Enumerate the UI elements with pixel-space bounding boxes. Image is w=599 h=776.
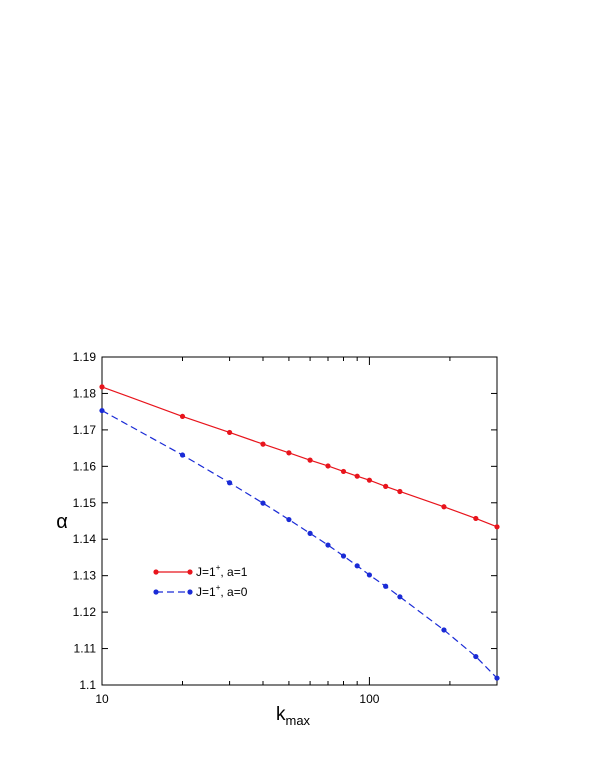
series-1-point [383, 483, 389, 489]
y-tick-label: 1.13 [73, 569, 97, 583]
series-1-point [397, 488, 403, 495]
series-2-point [441, 627, 447, 633]
x-axis: 10 100 [95, 357, 498, 706]
series-1-point [286, 450, 292, 456]
series-1-point [226, 429, 233, 436]
series-line-1 [101, 386, 498, 528]
series-2-point [473, 653, 479, 660]
y-tick-label: 1.17 [73, 423, 97, 437]
x-axis-title: kmax [276, 704, 311, 728]
series-1-point [494, 524, 500, 530]
series-1-point [441, 504, 447, 510]
y-axis: 1.1 1.11 1.12 1.13 1.14 1.15 1.16 1.17 1.18 1.19 [73, 350, 497, 692]
series-1-point [473, 515, 479, 522]
y-tick-label: 1.18 [73, 386, 97, 400]
series-1-point [307, 457, 313, 463]
series-2-point [366, 572, 373, 578]
series-2-point [494, 675, 500, 681]
x-tick-label: 100 [359, 692, 379, 706]
y-tick-label: 1.15 [73, 496, 97, 510]
y-axis-title: α [56, 511, 68, 533]
legend: J=1+, a=1 J=1+, a=0 [153, 563, 248, 599]
series-1-point [99, 384, 105, 390]
series-2-point [397, 594, 403, 600]
series-2-point [383, 583, 389, 589]
series-layer [99, 384, 500, 681]
legend-marker-2b [187, 589, 193, 595]
series-2-point [354, 563, 360, 569]
x-axis-title-main: k [276, 704, 286, 725]
series-1-point [325, 463, 331, 469]
x-axis-title-sub: max [286, 713, 311, 728]
y-tick-label: 1.1 [79, 678, 96, 692]
series-2-point [260, 500, 266, 506]
y-tick-label: 1.12 [73, 605, 97, 619]
legend-label-1: J=1+, a=1 [196, 563, 248, 579]
series-1-point [179, 413, 186, 420]
legend-marker-2a [153, 589, 159, 595]
legend-entry-2: J=1+, a=0 [153, 583, 248, 599]
plot-frame [101, 356, 498, 686]
series-2-point [179, 452, 186, 458]
legend-entry-1: J=1+, a=1 [153, 563, 248, 579]
series-1-point [366, 477, 373, 483]
y-tick-label: 1.14 [73, 532, 97, 546]
legend-marker-1b [187, 569, 193, 575]
y-tick-label: 1.19 [73, 350, 97, 364]
series-2-point [99, 407, 105, 414]
y-tick-label: 1.16 [73, 459, 97, 473]
legend-label-2: J=1+, a=0 [196, 583, 248, 599]
series-1-point [340, 468, 347, 475]
series-1-point [260, 441, 266, 447]
series-2-point [340, 553, 347, 559]
x-tick-label: 10 [95, 692, 109, 706]
series-1-point [354, 473, 360, 479]
y-tick-label: 1.11 [74, 642, 97, 656]
series-2-point [325, 542, 331, 548]
legend-marker-1a [153, 569, 159, 575]
series-2-point [226, 480, 233, 486]
series-2-point [307, 530, 313, 536]
series-2-point [286, 516, 292, 523]
series-line-2 [101, 410, 498, 679]
